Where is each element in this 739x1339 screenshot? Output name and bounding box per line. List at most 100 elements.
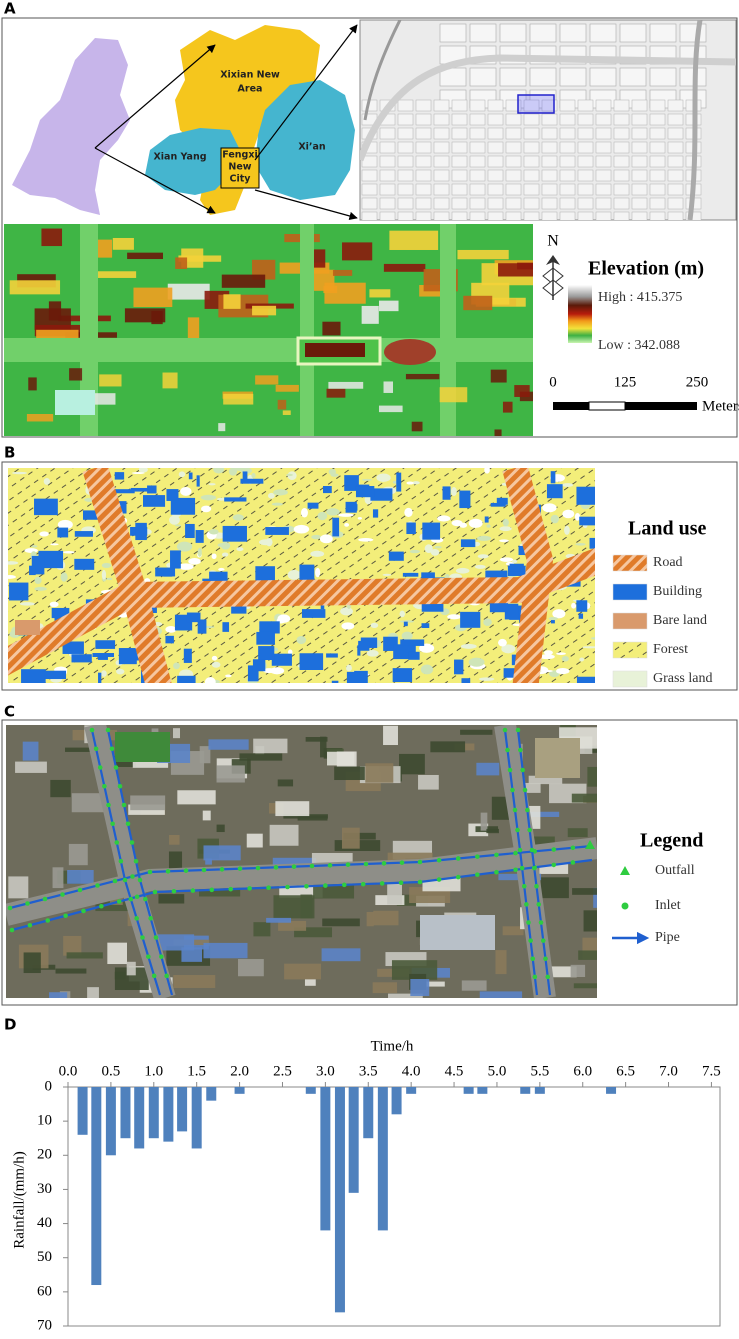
- inlet: [551, 847, 557, 852]
- street-block: [451, 141, 468, 154]
- aerial-feature: [383, 725, 398, 746]
- elevation-building: [326, 388, 346, 398]
- building-patch: [460, 611, 481, 628]
- building-patch: [231, 606, 247, 614]
- aerial-feature: [573, 983, 597, 989]
- street-block: [577, 183, 594, 196]
- street-block: [541, 99, 558, 112]
- grass-patch: [211, 553, 217, 560]
- province-shape: [12, 38, 130, 215]
- building-patch: [98, 672, 102, 683]
- street-block: [649, 127, 666, 140]
- street-block: [529, 67, 557, 87]
- aerial-feature: [277, 779, 294, 787]
- bar: [134, 1087, 145, 1149]
- grass-patch: [412, 481, 420, 485]
- aerial-road: [6, 837, 597, 926]
- aerial-feature: [387, 882, 402, 905]
- aerial-feature: [583, 910, 597, 932]
- grass-patch: [400, 620, 414, 623]
- street-block: [451, 211, 468, 220]
- street-block: [649, 155, 666, 168]
- street-block: [397, 183, 414, 196]
- aerial-feature: [15, 761, 47, 773]
- street-block: [631, 197, 648, 210]
- legend-title: Land use: [628, 518, 706, 540]
- building-patch: [579, 516, 595, 526]
- aerial-feature: [177, 790, 216, 805]
- street-block: [451, 155, 468, 168]
- inlet: [237, 866, 243, 871]
- building-patch: [118, 648, 137, 665]
- street-block: [595, 141, 612, 154]
- inlet: [536, 902, 542, 907]
- aerial-feature: [399, 753, 425, 775]
- street-block: [589, 23, 617, 43]
- aerial-feature: [253, 922, 271, 937]
- street-block: [451, 183, 468, 196]
- inlet: [522, 787, 528, 793]
- grass-patch: [401, 631, 413, 641]
- bar: [363, 1087, 374, 1139]
- street-block: [559, 23, 587, 43]
- inlet: [97, 765, 103, 770]
- inlet: [304, 883, 309, 889]
- grass-patch: [591, 637, 595, 640]
- street-block: [631, 141, 648, 154]
- building-patch: [21, 669, 46, 683]
- legend-swatch: [612, 583, 648, 601]
- grass-patch: [543, 669, 553, 673]
- building-patch: [454, 659, 464, 675]
- elevation-building: [439, 387, 468, 403]
- street-block: [379, 197, 396, 210]
- grass-patch: [459, 522, 468, 528]
- elevation-building: [502, 401, 513, 413]
- inlet: [137, 877, 143, 883]
- scale-bar: [553, 401, 697, 411]
- street-block: [415, 183, 432, 196]
- aerial-feature: [297, 815, 328, 821]
- building-patch: [265, 527, 289, 535]
- street-block: [541, 197, 558, 210]
- elevation-building: [28, 377, 37, 391]
- street-block: [541, 141, 558, 154]
- street-block: [397, 211, 414, 220]
- aerial-feature: [322, 918, 360, 927]
- elevation-building: [490, 369, 507, 383]
- street-block: [649, 99, 666, 112]
- grass-patch: [338, 513, 354, 517]
- x-tick-label: 2.0: [230, 1063, 249, 1079]
- elevation-building: [494, 429, 502, 436]
- grass-patch: [552, 609, 566, 619]
- aerial-feature: [372, 982, 398, 994]
- street-road: [363, 20, 402, 121]
- street-block: [415, 99, 432, 112]
- elevation-building: [9, 280, 61, 295]
- street-block: [577, 99, 594, 112]
- inlet: [228, 886, 234, 892]
- building-patch: [396, 472, 402, 492]
- x-tick-label: 4.5: [445, 1063, 464, 1079]
- grass-patch: [420, 664, 434, 675]
- street-block: [613, 99, 630, 112]
- grass-patch: [477, 554, 489, 559]
- street-block: [487, 113, 504, 126]
- grass-patch: [131, 472, 145, 475]
- street-block: [523, 211, 540, 220]
- xianyang-area: [145, 128, 240, 195]
- building-patch: [408, 651, 420, 660]
- building-patch: [461, 678, 471, 683]
- street-block: [541, 183, 558, 196]
- aerial-feature: [502, 926, 524, 936]
- grass-patch: [211, 655, 218, 661]
- street-block: [505, 169, 522, 182]
- building-patch: [299, 564, 315, 584]
- street-block: [433, 155, 450, 168]
- street-block: [523, 169, 540, 182]
- grass-patch: [483, 618, 492, 626]
- street-block: [577, 113, 594, 126]
- grass-patch: [498, 638, 507, 647]
- grass-patch: [564, 525, 570, 535]
- inlet: [128, 896, 134, 902]
- bar: [348, 1087, 359, 1193]
